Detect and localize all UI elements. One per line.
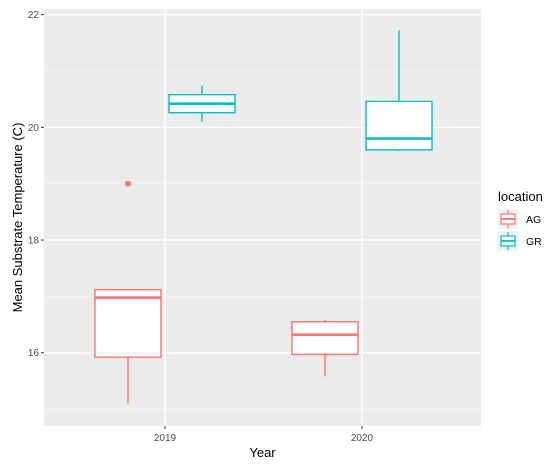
x-tick-label: 2020: [351, 433, 374, 444]
box-GR-2019: [168, 85, 236, 122]
box-GR-2020: [365, 30, 433, 152]
x-tick-label: 2019: [154, 433, 177, 444]
y-tick-label: 20: [28, 123, 40, 134]
boxes: [94, 30, 433, 404]
box-iqr: [365, 100, 433, 151]
legend-title: location: [498, 189, 543, 204]
legend-label: GR: [526, 236, 542, 248]
box-iqr: [94, 288, 162, 358]
outlier-point: [125, 180, 131, 187]
legend-item-GR: GR: [498, 231, 542, 251]
box-AG-2019: [94, 180, 162, 404]
y-tick-label: 16: [28, 348, 40, 359]
box-iqr: [291, 321, 359, 356]
box-AG-2020: [291, 320, 359, 377]
y-tick-label: 22: [28, 10, 40, 21]
y-tick-label: 18: [28, 236, 40, 247]
y-axis-title: Mean Substrate Temperature (C): [10, 123, 25, 313]
legend: AG GR: [498, 209, 542, 251]
x-axis-ticks: 2019 2020: [154, 426, 374, 444]
x-axis-title: Year: [249, 445, 276, 460]
legend-item-AG: AG: [498, 209, 541, 229]
legend-label: AG: [526, 214, 541, 226]
plot-panel: [44, 9, 481, 426]
y-axis-ticks: 16 18 20 22: [28, 10, 44, 359]
